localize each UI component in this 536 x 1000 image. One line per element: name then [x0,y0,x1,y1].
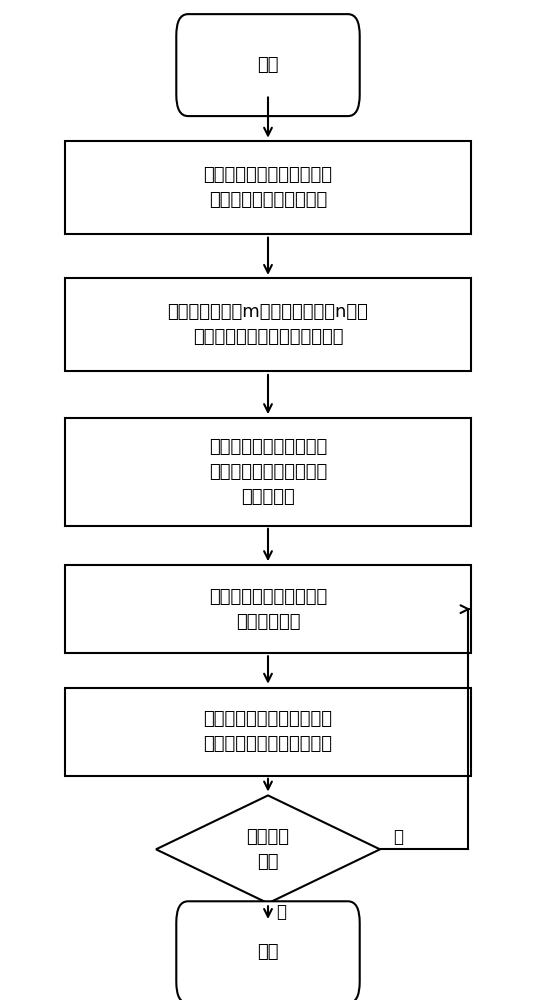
Bar [65,418,471,526]
Text: 计算粒子的适应度，将粒
子位置带入评价函数，计
算适应度值: 计算粒子的适应度，将粒 子位置带入评价函数，计 算适应度值 [209,438,327,506]
Text: 设置特赦规则和禁忌表协调
粒子群算法局部解和全局解: 设置特赦规则和禁忌表协调 粒子群算法局部解和全局解 [204,710,332,753]
Bar [65,278,471,371]
Text: 否: 否 [393,828,403,846]
Text: 是: 是 [276,903,286,921]
Bar [65,141,471,234]
Bar [65,688,471,776]
FancyBboxPatch shape [176,14,360,116]
Text: 根据区域划分结果读取各区
域故障信息，确定解维度: 根据区域划分结果读取各区 域故障信息，确定解维度 [204,166,332,209]
Polygon shape [156,795,380,903]
Bar [65,565,471,653]
Text: 确定粒子群规模m，最大迭代次数n以及
粒子群参数，进行粒子群初始化: 确定粒子群规模m，最大迭代次数n以及 粒子群参数，进行粒子群初始化 [168,303,368,346]
FancyBboxPatch shape [176,901,360,1000]
Text: 开始: 开始 [257,56,279,74]
Text: 达到全局
最优: 达到全局 最优 [247,828,289,871]
Text: 结束: 结束 [257,943,279,961]
Text: 通过迭代计算更新粒子群
的速度和位置: 通过迭代计算更新粒子群 的速度和位置 [209,588,327,631]
